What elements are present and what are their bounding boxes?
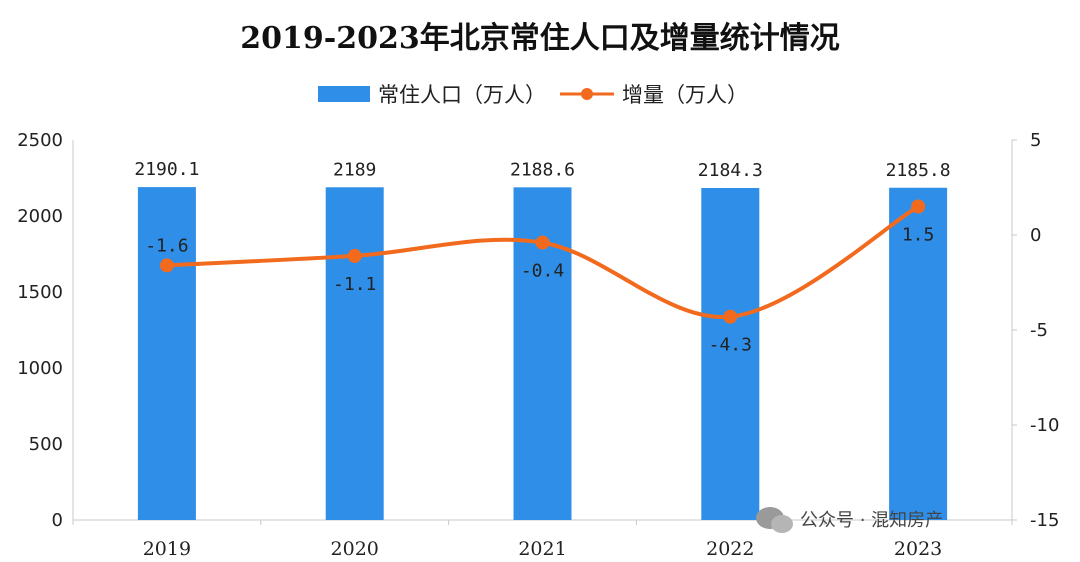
x-tick-label: 2022: [706, 538, 754, 560]
line-point: [347, 248, 362, 263]
legend-line-marker: [581, 88, 593, 100]
bar: [325, 187, 384, 520]
left-tick-label: 2000: [17, 206, 63, 227]
line-value-label: -0.4: [521, 261, 564, 282]
legend-bar-label: 常住人口（万人）: [378, 83, 546, 107]
line-point: [911, 199, 926, 214]
left-tick-label: 500: [29, 434, 63, 455]
bar-value-label: 2189: [333, 159, 376, 180]
bar-value-label: 2184.3: [698, 160, 763, 181]
line-point: [159, 258, 174, 273]
left-tick-label: 1000: [17, 358, 63, 379]
x-tick-label: 2023: [894, 538, 942, 560]
chart-title: 2019-2023年北京常住人口及增量统计情况: [240, 21, 839, 56]
bar: [137, 187, 196, 520]
watermark-text: 公众号 · 混知房产: [800, 510, 943, 531]
x-axis-ticks: 2019 2020 2021 2022 2023: [72, 520, 1013, 560]
line-value-label: -1.1: [333, 274, 376, 295]
left-axis-ticks: 0 500 1000 1500 2000 2500: [17, 130, 63, 531]
left-tick-label: 1500: [17, 282, 63, 303]
right-tick-label: -10: [1030, 415, 1059, 436]
line-point: [535, 235, 550, 250]
bar: [889, 187, 948, 520]
watermark: 公众号 · 混知房产: [756, 507, 943, 533]
left-tick-label: 2500: [17, 130, 63, 151]
wechat-icon-bubble: [771, 515, 793, 533]
right-tick-label: 0: [1030, 225, 1041, 246]
x-tick-label: 2019: [143, 538, 191, 560]
line-series: [159, 199, 926, 324]
legend-bar-swatch: [318, 86, 370, 102]
right-tick-label: 5: [1030, 130, 1041, 151]
bar: [701, 187, 760, 521]
line-value-label: -1.6: [145, 235, 188, 256]
bar-value-label: 2190.1: [134, 159, 199, 180]
right-axis-ticks: -15 -10 -5 0 5: [1012, 130, 1059, 531]
x-tick-label: 2020: [331, 538, 379, 560]
legend-line-label: 增量（万人）: [622, 83, 748, 107]
line-value-label: 1.5: [902, 225, 935, 246]
line-value-label: -4.3: [709, 335, 752, 356]
line-point: [723, 309, 738, 324]
left-tick-label: 0: [52, 510, 63, 531]
bar-value-labels: 2190.1 2189 2188.6 2184.3 2185.8: [134, 159, 950, 181]
legend: 常住人口（万人） 增量（万人）: [318, 83, 748, 107]
right-tick-label: -5: [1030, 320, 1048, 341]
right-tick-label: -15: [1030, 510, 1059, 531]
line-value-labels: -1.6 -1.1 -0.4 -4.3 1.5: [145, 225, 934, 356]
bar-value-label: 2185.8: [886, 160, 951, 181]
bar-value-label: 2188.6: [510, 159, 575, 180]
x-tick-label: 2021: [518, 538, 566, 560]
